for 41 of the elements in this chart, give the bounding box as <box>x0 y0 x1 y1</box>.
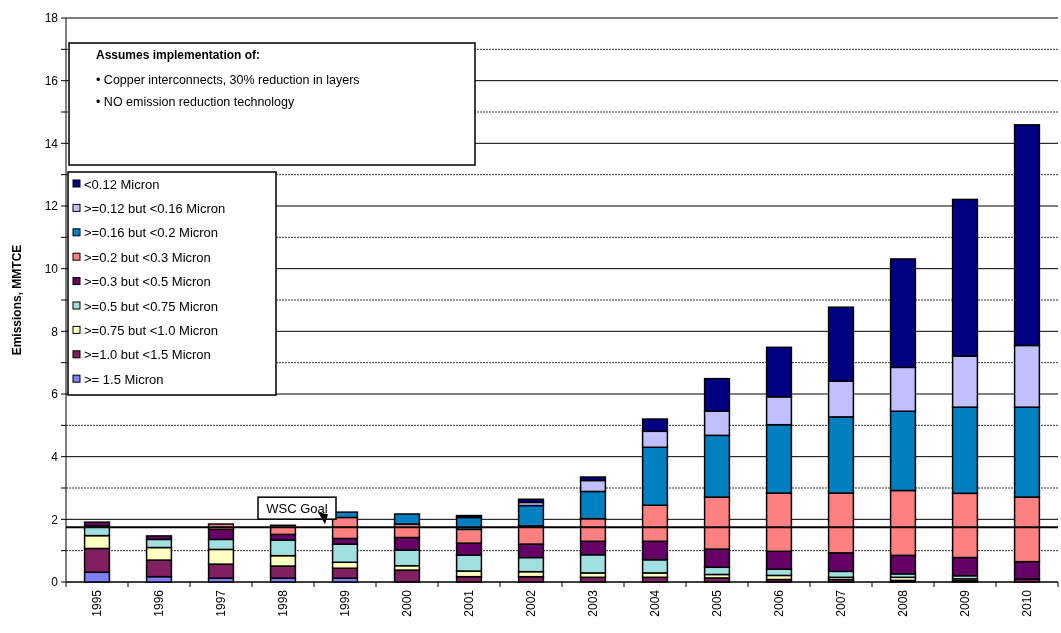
x-tick-label: 1999 <box>338 589 352 617</box>
legend-label: >=0.75 but <1.0 Micron <box>84 322 219 338</box>
legend-label: <0.12 Micron <box>84 176 160 192</box>
legend-label: >= 1.5 Micron <box>84 371 164 387</box>
legend-label: >=0.12 but <0.16 Micron <box>84 200 226 216</box>
x-tick-label: 1996 <box>152 589 166 617</box>
y-tick-label: 16 <box>44 73 59 88</box>
x-tick-label: 2005 <box>710 589 724 617</box>
annotation: Assumes implementation of: <box>96 48 261 63</box>
y-tick-label: 18 <box>44 11 59 26</box>
x-tick-label: 2010 <box>1020 589 1034 617</box>
x-tick-label: 2006 <box>772 589 786 617</box>
y-tick-label: 4 <box>51 449 59 464</box>
x-tick-label: 1995 <box>90 589 104 617</box>
ref-line-label: WSC Goal <box>266 500 328 516</box>
y-tick-label: 14 <box>44 136 59 151</box>
note-box: Assumes implementation of: • Copper interconnects, 30% reduction in layers • NO emission reduction technology <box>68 42 476 166</box>
annotation: • Copper interconnects, 30% reduction in layers <box>96 73 360 88</box>
x-tick-label: 1998 <box>276 589 290 617</box>
legend-label: >=0.2 but <0.3 Micron <box>84 249 211 265</box>
legend-label: >=0.3 but <0.5 Micron <box>84 274 211 290</box>
y-tick-label: 6 <box>51 387 59 402</box>
x-tick-label: 2008 <box>896 589 910 617</box>
x-tick-label: 2007 <box>834 589 848 617</box>
y-tick-label: 8 <box>51 324 59 339</box>
x-tick-label: 2001 <box>462 589 476 617</box>
legend-label: >=0.5 but <0.75 Micron <box>84 298 219 314</box>
y-axis-title: Emissions, MMTCE <box>10 244 24 356</box>
legend-label: >=1.0 but <1.5 Micron <box>84 347 211 363</box>
y-tick-label: 12 <box>44 199 59 214</box>
y-tick-label: 2 <box>51 512 59 527</box>
x-tick-label: 1997 <box>214 589 228 617</box>
x-tick-label: 2002 <box>524 589 538 617</box>
x-tick-label: 2000 <box>400 589 414 617</box>
annotation: • NO emission reduction technology <box>96 95 295 110</box>
y-tick-label: 0 <box>51 575 59 590</box>
y-tick-label: 10 <box>44 261 59 276</box>
legend-label: >=0.16 but <0.2 Micron <box>84 225 219 241</box>
x-tick-label: 2003 <box>586 589 600 617</box>
x-tick-label: 2009 <box>958 589 972 617</box>
x-tick-label: 2004 <box>648 589 662 617</box>
